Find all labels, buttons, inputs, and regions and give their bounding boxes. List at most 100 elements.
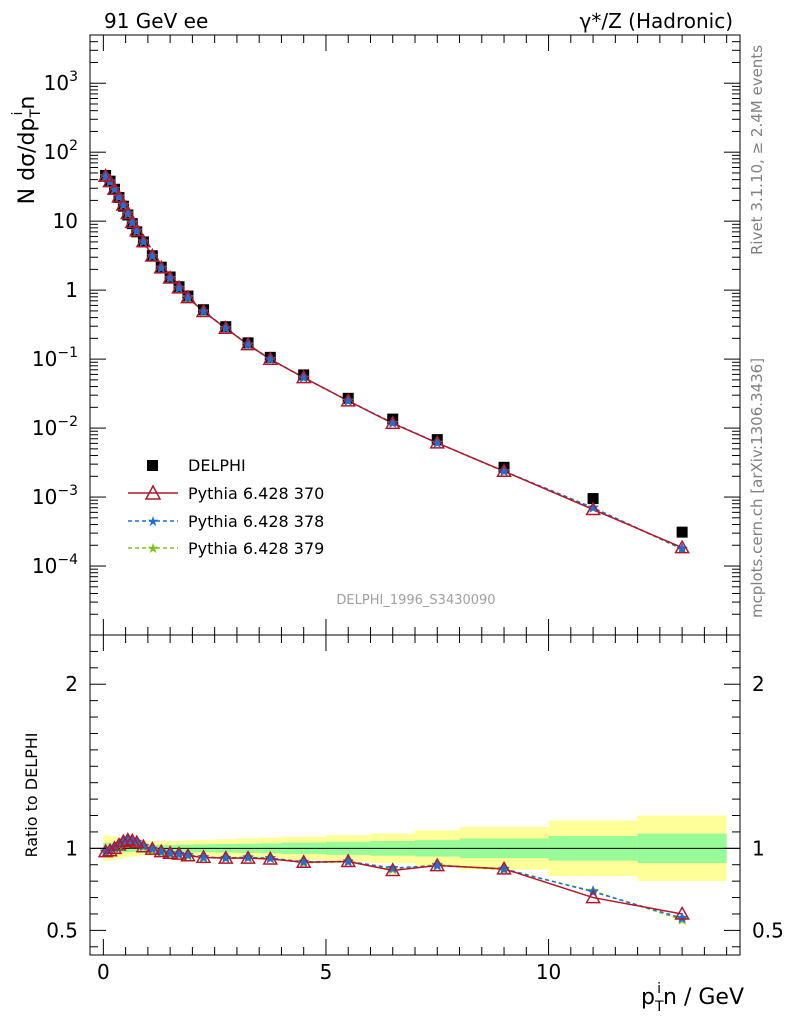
ratio-triangle-point [262, 850, 279, 865]
ratio-triangle-point [195, 849, 212, 864]
y-label-main: N dσ/dp [15, 118, 40, 205]
ratio-y-tick-label-left: 0.5 [46, 918, 78, 942]
main-triangle-point [262, 351, 279, 366]
main-y-tick-label-base: 1 [65, 278, 78, 302]
main-y-tick-label: 10−1 [32, 345, 78, 371]
y-label-tail: n [15, 96, 40, 110]
legend-marker-378: ★ [147, 514, 160, 530]
main-y-tick-label: 10−4 [32, 552, 78, 578]
main-y-tick-label-base: 10 [44, 140, 69, 164]
main-triangle-point [128, 222, 145, 237]
main-star-point [137, 235, 150, 247]
ratio-star-point [676, 911, 688, 924]
side-label-rivet: Rivet 3.1.10, ≥ 2.4M events [748, 45, 766, 255]
ratio-triangle-point [171, 846, 187, 860]
main-star-point [126, 216, 139, 228]
x-label-tail: n / GeV [663, 985, 744, 1010]
legend-entry-pythia-379: ★ Pythia 6.428 379 [128, 539, 324, 558]
main-triangle-point [106, 181, 123, 196]
main-y-tick-label-base: 10 [32, 416, 57, 440]
ratio-star-point [498, 862, 510, 874]
header-left-title: 91 GeV ee [104, 9, 208, 33]
main-y-tick-label: 10−2 [32, 414, 78, 440]
legend-marker-370 [144, 484, 162, 500]
main-star-point [197, 305, 210, 317]
x-tick-label: 0 [97, 960, 110, 984]
analysis-label: DELPHI_1996_S3430090 [336, 593, 495, 608]
main-y-tick-label: 103 [44, 69, 78, 95]
main-triangle-point [124, 214, 141, 229]
main-triangle-point [429, 434, 446, 449]
x-tick-label: 10 [536, 960, 561, 984]
main-star-point [342, 394, 355, 406]
main-star-point [155, 261, 168, 273]
ratio-triangle-point [240, 850, 256, 864]
ratio-triangle-point [106, 840, 123, 855]
ratio-triangle-point [120, 832, 136, 846]
main-y-tick-label-exp: 2 [69, 138, 78, 154]
legend-entry-pythia-378: ★ Pythia 6.428 378 [128, 512, 324, 531]
ratio-triangle-point [128, 834, 145, 849]
legend-entry-delphi: DELPHI [147, 456, 246, 475]
ratio-star-point [182, 848, 194, 860]
main-y-tick-label-base: 10 [44, 71, 69, 95]
ratio-y-tick-label-left: 1 [65, 836, 78, 860]
main-triangle-point [171, 279, 187, 294]
main-star-point [587, 501, 599, 513]
ratio-triangle-point [135, 838, 152, 853]
main-triangle-point [585, 501, 601, 516]
y-label-sub: T [28, 109, 44, 119]
main-y-tick-label-exp: −1 [57, 345, 78, 361]
ratio-triangle-point [124, 832, 141, 847]
x-tick-label: 5 [320, 960, 333, 984]
main-y-tick-label-exp: 3 [69, 69, 78, 85]
main-star-point [164, 271, 176, 283]
ratio-star-point [297, 855, 310, 867]
ratio-star-point [264, 852, 277, 864]
ratio-star-point [197, 851, 210, 863]
main-star-point [386, 416, 399, 428]
x-label-sup: i [657, 981, 661, 997]
main-y-tick-label-exp: −2 [57, 414, 78, 430]
ratio-plot-panel: 0.5 0.5 1 1 2 2 0 5 10 [46, 634, 784, 984]
main-triangle-point [180, 289, 196, 304]
main-triangle-point [295, 369, 312, 384]
main-star-point [121, 207, 134, 219]
x-label-main: p [641, 985, 655, 1010]
legend-label-delphi: DELPHI [188, 456, 246, 475]
main-y-tick-label-base: 10 [32, 347, 57, 371]
main-star-point [219, 322, 232, 334]
main-triangle-point [384, 415, 401, 430]
legend-label-370: Pythia 6.428 370 [188, 484, 324, 503]
main-y-tick-label-exp: −4 [57, 552, 78, 568]
ratio-triangle-point [295, 854, 312, 869]
main-triangle-point [240, 336, 256, 351]
ratio-triangle-point [496, 860, 512, 875]
main-star-point [182, 291, 194, 303]
header-right-title: γ*/Z (Hadronic) [580, 9, 733, 33]
side-label-mcplots: mcplots.cern.ch [arXiv:1306.3436] [748, 358, 766, 618]
main-triangle-point [153, 259, 170, 274]
ratio-star-point [342, 855, 355, 867]
main-triangle-point [120, 205, 136, 220]
y-label-sup: i [10, 112, 26, 116]
main-triangle-point [97, 168, 114, 182]
main-triangle-point [115, 196, 132, 211]
main-y-tick-label-exp: −3 [57, 483, 78, 499]
main-star-point [173, 281, 185, 293]
x-axis-label: pTin / GeV [641, 981, 744, 1015]
ratio-triangle-point [153, 843, 170, 858]
main-triangle-point [162, 269, 178, 284]
legend: DELPHI Pythia 6.428 370 ★ Pythia 6.428 3… [128, 456, 324, 558]
main-triangle-point [496, 463, 512, 477]
x-label-sub: T [654, 999, 664, 1015]
main-star-point [146, 249, 159, 261]
ratio-triangle-point [585, 889, 601, 904]
ratio-y-axis-label: Ratio to DELPHI [22, 732, 41, 857]
main-triangle-point [674, 539, 690, 554]
main-delphi-point [587, 493, 599, 505]
ratio-star-point [219, 851, 232, 863]
